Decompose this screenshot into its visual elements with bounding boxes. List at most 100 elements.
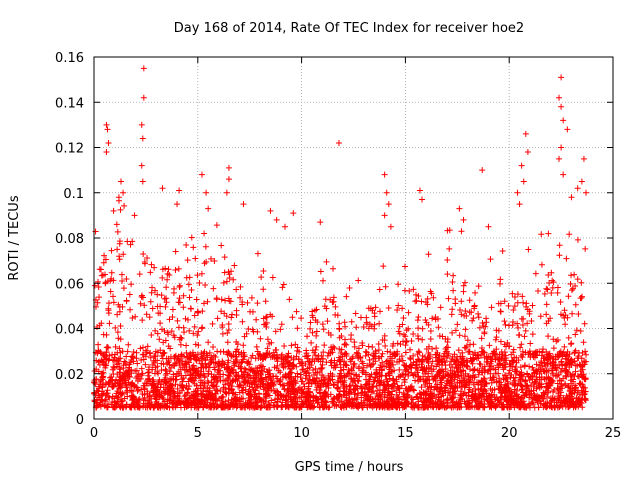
data-point bbox=[240, 342, 247, 349]
data-point bbox=[125, 341, 132, 348]
data-point bbox=[538, 261, 545, 268]
data-point bbox=[330, 265, 337, 272]
data-point bbox=[537, 313, 544, 320]
data-point bbox=[126, 291, 133, 298]
data-point bbox=[403, 339, 410, 346]
data-point bbox=[572, 331, 579, 338]
data-point bbox=[425, 343, 432, 350]
data-point bbox=[347, 375, 354, 382]
data-point bbox=[205, 339, 212, 346]
data-point bbox=[455, 373, 462, 380]
data-point bbox=[527, 340, 534, 347]
data-point bbox=[94, 278, 101, 285]
x-tick-label: 15 bbox=[397, 426, 414, 441]
data-point bbox=[444, 271, 451, 278]
data-point bbox=[253, 343, 260, 350]
data-point bbox=[230, 276, 237, 283]
data-point bbox=[399, 357, 406, 364]
data-point bbox=[565, 334, 572, 341]
data-point bbox=[149, 305, 156, 312]
data-point bbox=[394, 340, 401, 347]
data-point bbox=[238, 368, 245, 375]
data-point bbox=[111, 398, 118, 405]
data-point bbox=[455, 347, 462, 354]
data-point bbox=[94, 324, 100, 331]
data-point bbox=[415, 313, 422, 320]
data-point bbox=[95, 341, 102, 348]
data-point bbox=[460, 282, 467, 289]
data-point bbox=[316, 389, 323, 396]
data-point bbox=[290, 398, 297, 405]
data-point bbox=[456, 332, 463, 339]
data-point bbox=[507, 374, 514, 381]
data-point bbox=[577, 295, 584, 302]
data-point bbox=[159, 274, 166, 281]
data-point bbox=[103, 396, 110, 403]
data-point bbox=[263, 313, 270, 320]
data-point bbox=[476, 360, 483, 367]
data-point bbox=[371, 325, 378, 332]
data-point bbox=[254, 300, 261, 307]
data-point bbox=[100, 259, 107, 266]
data-point bbox=[222, 398, 229, 405]
data-point bbox=[324, 318, 331, 325]
data-point bbox=[123, 353, 130, 360]
data-point bbox=[266, 392, 273, 399]
data-point bbox=[449, 279, 456, 286]
data-point bbox=[501, 318, 508, 325]
data-point bbox=[360, 324, 367, 331]
data-point bbox=[419, 325, 426, 332]
data-point bbox=[428, 290, 435, 297]
data-points bbox=[91, 65, 590, 411]
data-point bbox=[215, 366, 222, 373]
data-point bbox=[452, 296, 459, 303]
data-point bbox=[116, 253, 123, 260]
data-point bbox=[415, 325, 422, 332]
data-point bbox=[397, 341, 404, 348]
data-point bbox=[304, 333, 311, 340]
data-point bbox=[558, 359, 565, 366]
data-point bbox=[186, 294, 193, 301]
data-point bbox=[299, 400, 306, 407]
data-point bbox=[347, 358, 354, 365]
data-point bbox=[356, 373, 363, 380]
data-point bbox=[224, 330, 231, 337]
data-point bbox=[505, 302, 512, 309]
data-point bbox=[565, 293, 572, 300]
data-point bbox=[147, 354, 154, 361]
data-point bbox=[175, 265, 182, 272]
y-tick-label: 0 bbox=[76, 413, 84, 428]
data-point bbox=[549, 284, 556, 291]
data-point bbox=[309, 329, 316, 336]
data-point bbox=[164, 276, 171, 283]
data-point bbox=[511, 293, 518, 300]
data-point bbox=[111, 364, 118, 371]
data-point bbox=[146, 314, 153, 321]
data-point bbox=[412, 377, 419, 384]
data-point bbox=[100, 331, 107, 338]
data-point bbox=[532, 348, 539, 355]
data-point bbox=[576, 349, 583, 356]
data-point bbox=[538, 231, 545, 238]
data-point bbox=[264, 350, 271, 357]
data-point bbox=[239, 318, 246, 325]
data-point bbox=[269, 380, 276, 387]
data-point bbox=[581, 395, 588, 402]
data-point bbox=[223, 313, 230, 320]
data-point bbox=[450, 287, 457, 294]
data-point bbox=[491, 386, 498, 393]
data-point bbox=[410, 331, 417, 338]
data-point bbox=[547, 315, 554, 322]
chart-title: Day 168 of 2014, Rate Of TEC Index for r… bbox=[174, 21, 524, 36]
data-point bbox=[571, 271, 578, 278]
data-point bbox=[574, 236, 581, 243]
data-point bbox=[568, 272, 575, 279]
data-point bbox=[332, 303, 339, 310]
data-point bbox=[395, 395, 402, 402]
data-point bbox=[528, 318, 535, 325]
data-point bbox=[444, 256, 451, 263]
data-point bbox=[210, 343, 217, 350]
data-point bbox=[504, 339, 511, 346]
data-point bbox=[521, 333, 528, 340]
data-point bbox=[549, 277, 556, 284]
